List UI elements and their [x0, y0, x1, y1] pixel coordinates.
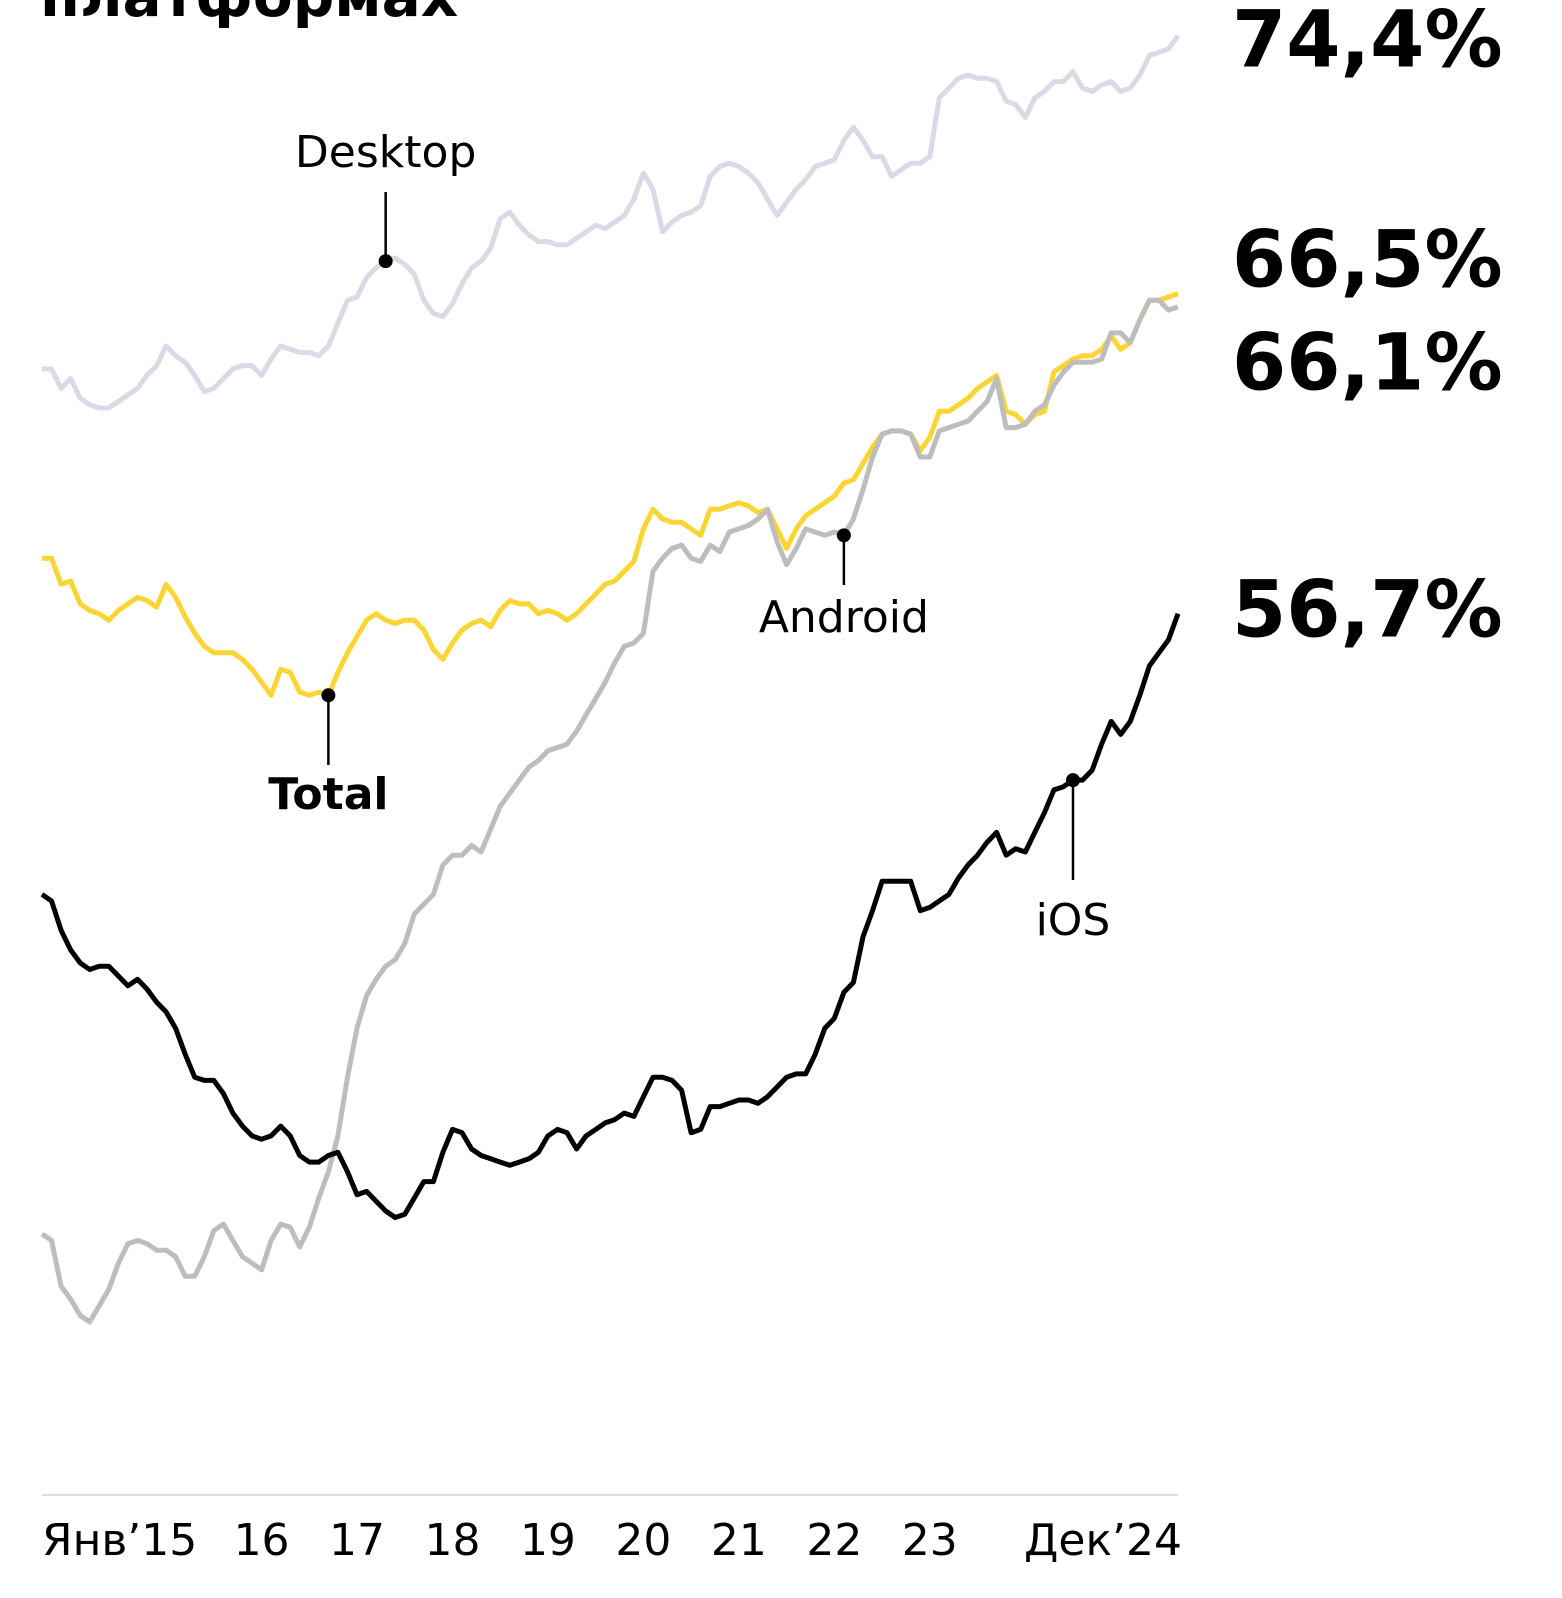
x-tick-label: Янв’15 — [42, 1515, 197, 1566]
x-tick-label: 19 — [520, 1515, 576, 1566]
x-tick-label: 16 — [234, 1515, 290, 1566]
annotation-dot — [836, 528, 851, 543]
x-tick-label: 21 — [711, 1515, 767, 1566]
end-value-label: 56,7% — [1232, 565, 1503, 655]
chart-title: платформах — [40, 0, 458, 30]
x-tick-label: 20 — [615, 1515, 671, 1566]
x-tick-label: Дек’24 — [1024, 1515, 1182, 1566]
end-value-label: 66,5% — [1232, 215, 1503, 305]
end-value-label: 74,4% — [1232, 0, 1503, 85]
x-tick-label: 22 — [806, 1515, 862, 1566]
x-tick-label: 17 — [329, 1515, 385, 1566]
series-line — [40, 612, 1181, 1220]
annotation-dot — [1065, 773, 1080, 788]
series-label: iOS — [1036, 895, 1111, 946]
annotation-dot — [321, 688, 336, 703]
series-line — [42, 291, 1179, 698]
series-line — [42, 34, 1181, 411]
series-line — [40, 297, 1179, 1325]
series-label: Android — [759, 592, 929, 643]
series-label: Total — [268, 769, 388, 820]
annotation-dot — [378, 254, 393, 269]
x-tick-label: 18 — [424, 1515, 480, 1566]
x-tick-label: 23 — [902, 1515, 958, 1566]
series-label: Desktop — [295, 127, 476, 178]
end-value-label: 66,1% — [1232, 318, 1503, 408]
